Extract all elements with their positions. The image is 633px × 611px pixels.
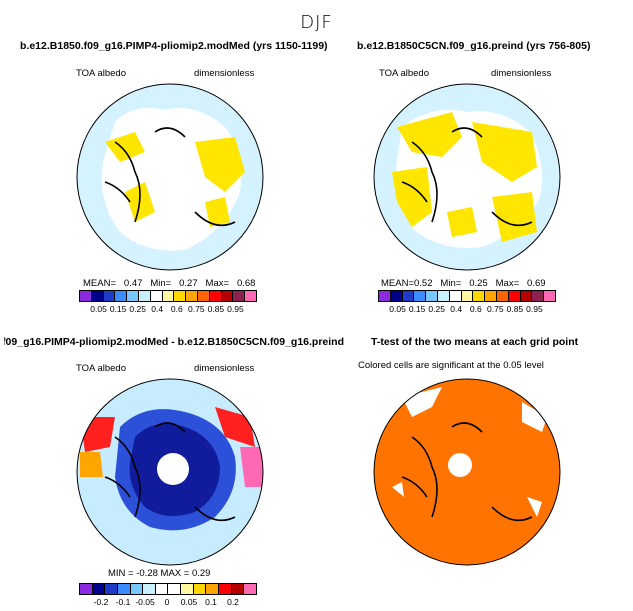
colorbar-tick-label: 0.25 xyxy=(129,304,146,314)
panel-b-variable: TOA albedo xyxy=(379,68,430,79)
colorbar-swatch xyxy=(193,584,207,594)
colorbar-swatch xyxy=(80,584,93,594)
colorbar-swatch xyxy=(219,584,232,594)
colorbar-swatch xyxy=(520,291,533,301)
panel-c-units: dimensionless xyxy=(194,363,255,374)
colorbar-swatch xyxy=(544,291,555,301)
colorbar-swatch xyxy=(496,291,509,301)
colorbar-tick-label: 0.05 xyxy=(389,304,406,314)
panel-b-header: b.e12.B1850C5CN.f09_g16.preind (yrs 756-… xyxy=(357,40,591,52)
panel-b-stats: MEAN=0.52 Min= 0.25 Max= 0.69 xyxy=(381,278,546,289)
panel-c-variable: TOA albedo xyxy=(76,363,127,374)
colorbar-tick-label: -0.05 xyxy=(135,597,155,607)
page-title: DJF xyxy=(300,12,333,33)
colorbar-swatch xyxy=(233,291,246,301)
colorbar-swatch xyxy=(461,291,474,301)
colorbar-swatch xyxy=(186,291,198,301)
colorbar-tick-label: 0.25 xyxy=(428,304,445,314)
colorbar-swatch xyxy=(162,291,175,301)
colorbar-swatch xyxy=(150,291,163,301)
panel-c-map xyxy=(76,378,264,566)
colorbar-swatch xyxy=(105,584,118,594)
colorbar-tick-label: 0 xyxy=(164,597,170,607)
colorbar-swatch xyxy=(174,291,187,301)
panel-d-map xyxy=(373,378,561,566)
colorbar-swatch xyxy=(245,291,256,301)
colorbar-tick-label: 0.15 xyxy=(109,304,127,314)
colorbar-tick-label: 0.95 xyxy=(526,304,543,314)
colorbar-swatch xyxy=(485,291,497,301)
colorbar-tick-label: 0.6 xyxy=(469,304,482,314)
colorbar-swatch xyxy=(414,291,427,301)
colorbar-swatch xyxy=(143,584,156,594)
colorbar-tick-label: -0.1 xyxy=(115,597,131,607)
colorbar-tick-label: 0.85 xyxy=(207,304,225,314)
colorbar-swatch xyxy=(508,291,521,301)
colorbar-tick-label: 0.95 xyxy=(227,304,244,314)
colorbar-tick-label: 0.2 xyxy=(227,597,239,607)
colorbar-tick-label: 0.85 xyxy=(506,304,524,314)
colorbar-swatch xyxy=(197,291,210,301)
colorbar-swatch xyxy=(390,291,403,301)
colorbar-tick-label: -0.2 xyxy=(93,597,109,607)
panel-d-header: T-test of the two means at each grid poi… xyxy=(371,336,579,348)
colorbar-swatch xyxy=(168,584,182,594)
colorbar-tick-label: 0.05 xyxy=(90,304,107,314)
colorbar-swatch xyxy=(532,291,545,301)
panel-b-units: dimensionless xyxy=(491,68,552,79)
panel-a-map xyxy=(76,83,264,271)
panel-c-stats: MIN = -0.28 MAX = 0.29 xyxy=(108,568,211,579)
colorbar-swatch xyxy=(117,584,131,594)
colorbar-tick-label: 0.6 xyxy=(170,304,183,314)
panel-b-colorbar xyxy=(378,290,556,302)
colorbar-swatch xyxy=(138,291,151,301)
colorbar-swatch xyxy=(402,291,415,301)
colorbar-swatch xyxy=(449,291,462,301)
panel-c-header: B1850.f09_g16.PIMP4-pliomip2.modMed - b.… xyxy=(4,336,344,348)
panel-b-map xyxy=(373,83,561,271)
colorbar-swatch xyxy=(115,291,128,301)
colorbar-swatch xyxy=(91,291,104,301)
colorbar-tick-label: 0.4 xyxy=(450,304,463,314)
panel-c-colorbar xyxy=(79,583,257,595)
colorbar-swatch xyxy=(437,291,450,301)
colorbar-tick-label: 0.15 xyxy=(408,304,426,314)
colorbar-swatch xyxy=(206,584,220,594)
colorbar-tick-label: 0.75 xyxy=(188,304,205,314)
panel-a-stats: MEAN= 0.47 Min= 0.27 Max= 0.68 xyxy=(83,278,256,289)
panel-a-variable: TOA albedo xyxy=(76,68,127,79)
colorbar-tick-label: 0.1 xyxy=(205,597,217,607)
colorbar-swatch xyxy=(181,584,194,594)
colorbar-tick-label: 0.4 xyxy=(151,304,164,314)
colorbar-swatch xyxy=(379,291,391,301)
colorbar-tick-label: 0.05 xyxy=(180,597,198,607)
panel-a-units: dimensionless xyxy=(194,68,255,79)
panel-a-header: b.e12.B1850.f09_g16.PIMP4-pliomip2.modMe… xyxy=(20,40,328,52)
colorbar-swatch xyxy=(244,584,256,594)
colorbar-swatch xyxy=(80,291,92,301)
colorbar-swatch xyxy=(426,291,438,301)
panel-a-colorbar xyxy=(79,290,257,302)
colorbar-swatch xyxy=(155,584,169,594)
colorbar-swatch xyxy=(221,291,234,301)
colorbar-swatch xyxy=(103,291,116,301)
colorbar-swatch xyxy=(473,291,486,301)
colorbar-tick-label: 0.75 xyxy=(487,304,504,314)
colorbar-swatch xyxy=(92,584,106,594)
colorbar-swatch xyxy=(209,291,222,301)
colorbar-swatch xyxy=(130,584,144,594)
colorbar-swatch xyxy=(231,584,245,594)
panel-d-note: Colored cells are significant at the 0.0… xyxy=(358,360,544,371)
colorbar-swatch xyxy=(127,291,139,301)
